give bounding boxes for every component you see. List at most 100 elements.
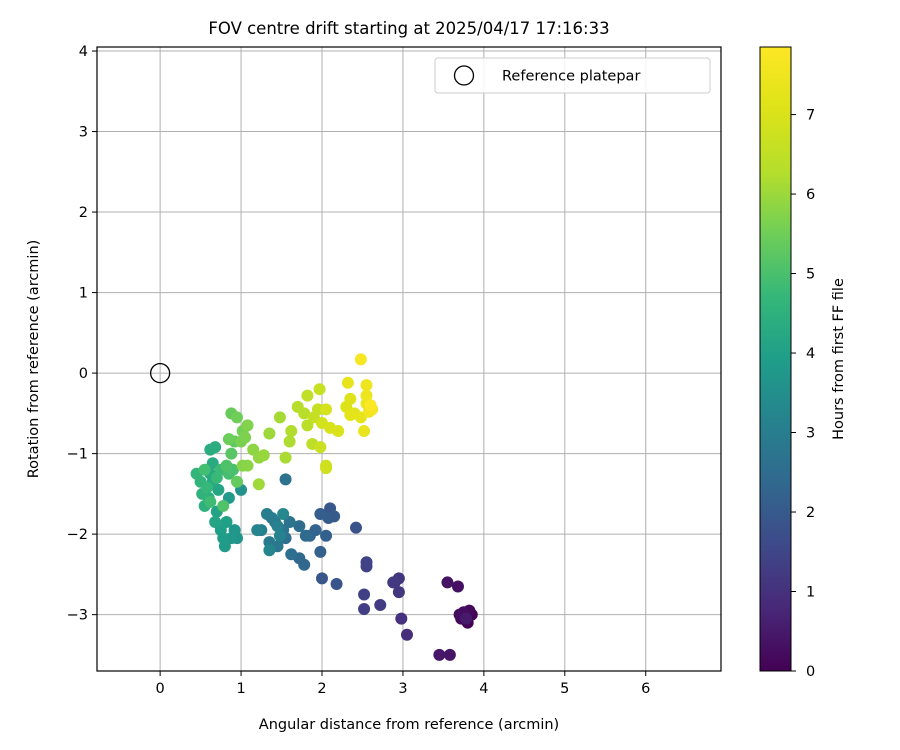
- data-point: [293, 520, 306, 533]
- x-tick-label: 1: [236, 681, 245, 697]
- data-point: [358, 588, 371, 601]
- colorbar-tick-label: 2: [806, 505, 815, 521]
- data-point: [392, 586, 405, 599]
- x-tick-label: 5: [560, 681, 569, 697]
- x-axis-label: Angular distance from reference (arcmin): [259, 717, 559, 733]
- data-point: [360, 556, 373, 569]
- data-point: [263, 544, 276, 557]
- data-point: [285, 548, 298, 561]
- legend-reference-marker-icon: [453, 65, 475, 86]
- y-tick-label: 3: [79, 125, 88, 141]
- x-axis-ticks: 0 1 2 3 4 5 6: [156, 671, 650, 697]
- y-tick-label: 2: [79, 205, 88, 221]
- x-tick-label: 2: [317, 681, 326, 697]
- data-point: [332, 425, 345, 438]
- data-point: [298, 407, 311, 420]
- data-point: [460, 612, 473, 625]
- colorbar: [759, 46, 792, 672]
- data-point: [206, 457, 219, 470]
- data-point: [241, 419, 254, 432]
- data-point: [257, 449, 270, 462]
- data-point: [285, 425, 298, 438]
- data-point: [220, 516, 233, 529]
- data-point: [314, 441, 327, 454]
- data-point: [387, 576, 400, 589]
- data-point: [279, 451, 292, 464]
- data-point: [441, 576, 454, 589]
- data-point: [344, 392, 357, 405]
- y-axis-ticks: −3 −2 −1 0 1 2 3 4: [67, 44, 97, 624]
- data-point: [314, 507, 327, 520]
- x-tick-label: 3: [398, 681, 407, 697]
- data-point: [358, 603, 371, 616]
- data-point: [209, 441, 222, 454]
- data-point: [217, 499, 230, 512]
- data-point: [395, 612, 408, 625]
- data-point: [320, 403, 333, 416]
- data-point: [201, 481, 214, 494]
- data-point: [220, 459, 233, 472]
- data-point: [314, 545, 327, 558]
- data-point: [241, 459, 254, 472]
- data-point: [231, 411, 244, 424]
- data-point: [283, 435, 296, 448]
- data-point: [277, 507, 290, 520]
- data-point: [273, 411, 286, 424]
- data-point: [263, 427, 276, 440]
- y-tick-label: 1: [79, 286, 88, 302]
- data-point: [360, 389, 373, 402]
- y-tick-label: −2: [67, 527, 88, 543]
- y-tick-label: −3: [67, 608, 88, 624]
- data-point: [251, 524, 264, 537]
- colorbar-tick-label: 0: [806, 664, 815, 680]
- data-point: [209, 516, 222, 529]
- y-tick-label: 0: [79, 366, 88, 382]
- data-point: [433, 648, 446, 661]
- colorbar-tick-label: 1: [806, 585, 815, 601]
- data-point: [271, 520, 284, 533]
- data-point: [283, 516, 296, 529]
- data-point: [239, 431, 252, 444]
- colorbar-tick-label: 6: [806, 187, 815, 203]
- data-point: [354, 353, 367, 366]
- data-point: [273, 529, 286, 542]
- data-point: [400, 628, 413, 641]
- legend: Reference platepar: [434, 57, 711, 94]
- data-point: [198, 463, 211, 476]
- legend-box: [434, 57, 711, 94]
- data-point: [451, 580, 464, 593]
- colorbar-tick-label: 3: [806, 426, 815, 442]
- scatter-points: [190, 353, 478, 661]
- data-point: [443, 648, 456, 661]
- y-tick-label: 4: [79, 44, 88, 60]
- grid-lines: [97, 47, 721, 671]
- y-axis-label: Rotation from reference (arcmin): [26, 240, 42, 479]
- data-point: [360, 379, 373, 392]
- data-point: [279, 473, 292, 486]
- data-point: [315, 572, 328, 585]
- colorbar-tick-label: 5: [806, 267, 815, 283]
- plot-frame: [96, 46, 722, 672]
- data-point: [341, 376, 354, 389]
- data-point: [349, 521, 362, 534]
- data-point: [299, 529, 312, 542]
- data-point: [320, 462, 333, 475]
- data-point: [225, 447, 238, 460]
- data-point: [344, 408, 357, 421]
- chart-title: FOV centre drift starting at 2025/04/17 …: [208, 19, 609, 38]
- data-point: [231, 475, 244, 488]
- x-tick-label: 4: [479, 681, 488, 697]
- data-point: [301, 419, 314, 432]
- data-point: [330, 578, 343, 591]
- y-tick-label: −1: [67, 447, 88, 463]
- data-point: [222, 433, 235, 446]
- legend-label-reference: Reference platepar: [502, 69, 640, 85]
- x-tick-label: 0: [156, 681, 165, 697]
- data-point: [320, 529, 333, 542]
- colorbar-tick-label: 4: [806, 346, 815, 362]
- data-point: [252, 478, 265, 491]
- colorbar-label: Hours from first FF file: [831, 278, 847, 440]
- reference-marker-layer: [149, 362, 171, 384]
- colorbar-ticks: 0 1 2 3 4 5 6 7: [791, 108, 815, 680]
